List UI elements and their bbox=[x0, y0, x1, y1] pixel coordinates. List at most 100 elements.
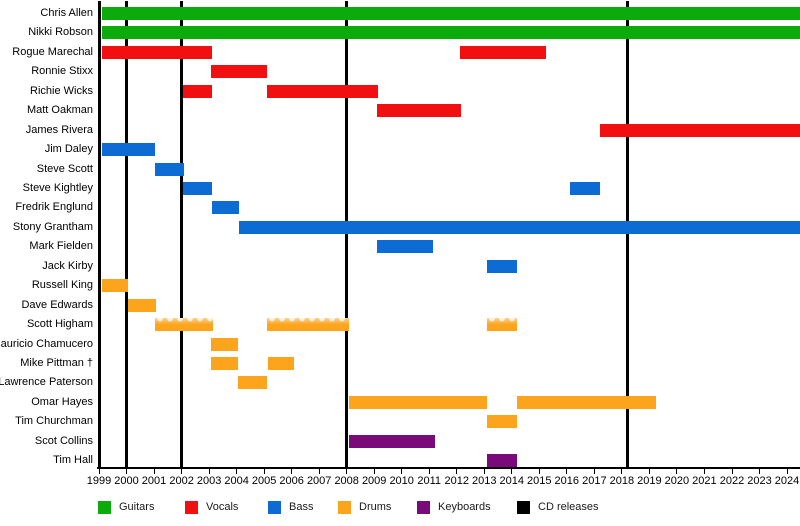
legend-item: Bass bbox=[268, 501, 313, 514]
member-name-label: Richie Wicks bbox=[30, 84, 93, 97]
legend-item: Guitars bbox=[98, 501, 154, 514]
timeline-bar bbox=[238, 376, 267, 390]
legend-swatch-cd-releases bbox=[517, 501, 530, 514]
axis-tick bbox=[263, 468, 265, 474]
member-name-label: Russell King bbox=[31, 279, 93, 292]
timeline-bar bbox=[349, 434, 435, 448]
axis-tick bbox=[208, 468, 210, 474]
timeline-bar bbox=[101, 143, 156, 157]
legend-item: Drums bbox=[338, 501, 391, 514]
cd-release-line bbox=[180, 1, 183, 467]
member-name-label: Chris Allen bbox=[40, 7, 93, 19]
axis-tick bbox=[731, 468, 733, 474]
timeline-bar bbox=[599, 123, 800, 137]
axis-tick bbox=[291, 468, 293, 474]
year-label: 2017 bbox=[582, 475, 607, 487]
timeline-bar bbox=[517, 395, 657, 409]
timeline-bar bbox=[569, 182, 600, 195]
legend-swatch-bass bbox=[268, 501, 281, 514]
timeline-bar bbox=[182, 182, 212, 195]
axis-tick bbox=[153, 468, 155, 474]
timeline-bar bbox=[155, 162, 185, 176]
year-label: 1999 bbox=[86, 475, 112, 487]
year-label: 2005 bbox=[251, 475, 277, 487]
legend-label: Keyboards bbox=[438, 501, 491, 513]
member-name-label: Stony Grantham bbox=[12, 220, 93, 233]
year-label: 2020 bbox=[664, 475, 690, 487]
member-name-label: Ronnie Stixx bbox=[31, 65, 93, 78]
member-name-label: Mark Fielden bbox=[29, 240, 93, 253]
year-label: 2014 bbox=[499, 475, 525, 487]
timeline-bar bbox=[127, 298, 156, 312]
member-name-label: Jim Daley bbox=[44, 143, 93, 156]
legend-swatch-keyboards bbox=[417, 501, 430, 514]
legend-label: Drums bbox=[359, 501, 392, 513]
timeline-bar bbox=[266, 318, 350, 331]
member-name-label: Steve Kightley bbox=[22, 182, 93, 194]
timeline-bar bbox=[268, 356, 295, 370]
year-label: 2003 bbox=[196, 475, 222, 487]
year-label: 2009 bbox=[361, 475, 387, 487]
axis-tick bbox=[373, 468, 375, 474]
legend-item: CD releases bbox=[517, 501, 599, 514]
member-name-label: Steve Scott bbox=[36, 162, 93, 175]
timeline-bar bbox=[349, 395, 487, 409]
timeline-bar bbox=[377, 240, 434, 254]
axis-tick bbox=[759, 468, 760, 474]
axis-tick bbox=[648, 468, 650, 474]
year-label: 2000 bbox=[114, 475, 139, 487]
year-label: 2018 bbox=[609, 475, 635, 487]
legend-label: Vocals bbox=[206, 501, 239, 513]
timeline-bar bbox=[210, 356, 238, 370]
x-axis-line bbox=[97, 466, 800, 469]
timeline-bar bbox=[487, 259, 518, 273]
member-name-label: Scott Higham bbox=[26, 318, 93, 330]
year-label: 2004 bbox=[224, 475, 249, 487]
member-name-label: James Rivera bbox=[25, 123, 93, 136]
legend-item: Keyboards bbox=[417, 501, 491, 514]
member-name-label: Fredrik Englund bbox=[15, 201, 93, 214]
year-label: 2012 bbox=[444, 475, 470, 487]
axis-tick bbox=[428, 468, 430, 474]
axis-tick bbox=[401, 468, 403, 474]
member-name-label: Omar Hayes bbox=[31, 395, 93, 408]
timeline-bar bbox=[377, 104, 461, 118]
timeline-bar bbox=[210, 65, 267, 79]
year-label: 2022 bbox=[719, 475, 745, 487]
year-label: 2001 bbox=[141, 475, 167, 487]
legend-item: Vocals bbox=[185, 501, 238, 514]
axis-tick bbox=[126, 468, 127, 474]
timeline-bar bbox=[155, 318, 214, 331]
legend-swatch-vocals bbox=[185, 501, 198, 514]
legend-label: Guitars bbox=[119, 501, 155, 513]
cd-release-line bbox=[98, 1, 101, 467]
axis-tick bbox=[786, 468, 788, 474]
timeline-bar bbox=[487, 318, 518, 331]
year-label: 2007 bbox=[306, 475, 332, 487]
year-label: 2010 bbox=[389, 475, 414, 487]
timeline-bar bbox=[101, 45, 212, 59]
axis-tick bbox=[181, 468, 183, 474]
year-label: 2024 bbox=[774, 475, 800, 487]
axis-tick bbox=[236, 468, 238, 474]
timeline-bar bbox=[266, 84, 379, 98]
axis-tick bbox=[98, 468, 100, 474]
axis-tick bbox=[318, 468, 320, 474]
year-label: 2023 bbox=[747, 475, 772, 487]
legend-label: CD releases bbox=[538, 501, 599, 513]
timeline-bar bbox=[101, 7, 800, 20]
timeline-bar bbox=[459, 45, 547, 59]
member-name-label: Mauricio Chamucero bbox=[0, 337, 93, 350]
year-label: 2015 bbox=[527, 475, 552, 487]
year-label: 2021 bbox=[692, 475, 717, 487]
member-name-label: Dave Edwards bbox=[21, 298, 93, 311]
member-name-label: Scot Collins bbox=[34, 434, 93, 447]
year-label: 2006 bbox=[279, 475, 304, 487]
timeline-bar bbox=[487, 415, 518, 429]
year-label: 2011 bbox=[417, 475, 442, 487]
axis-tick bbox=[593, 468, 595, 474]
axis-tick bbox=[483, 468, 485, 474]
timeline-bar bbox=[211, 201, 240, 215]
axis-tick bbox=[703, 468, 705, 474]
